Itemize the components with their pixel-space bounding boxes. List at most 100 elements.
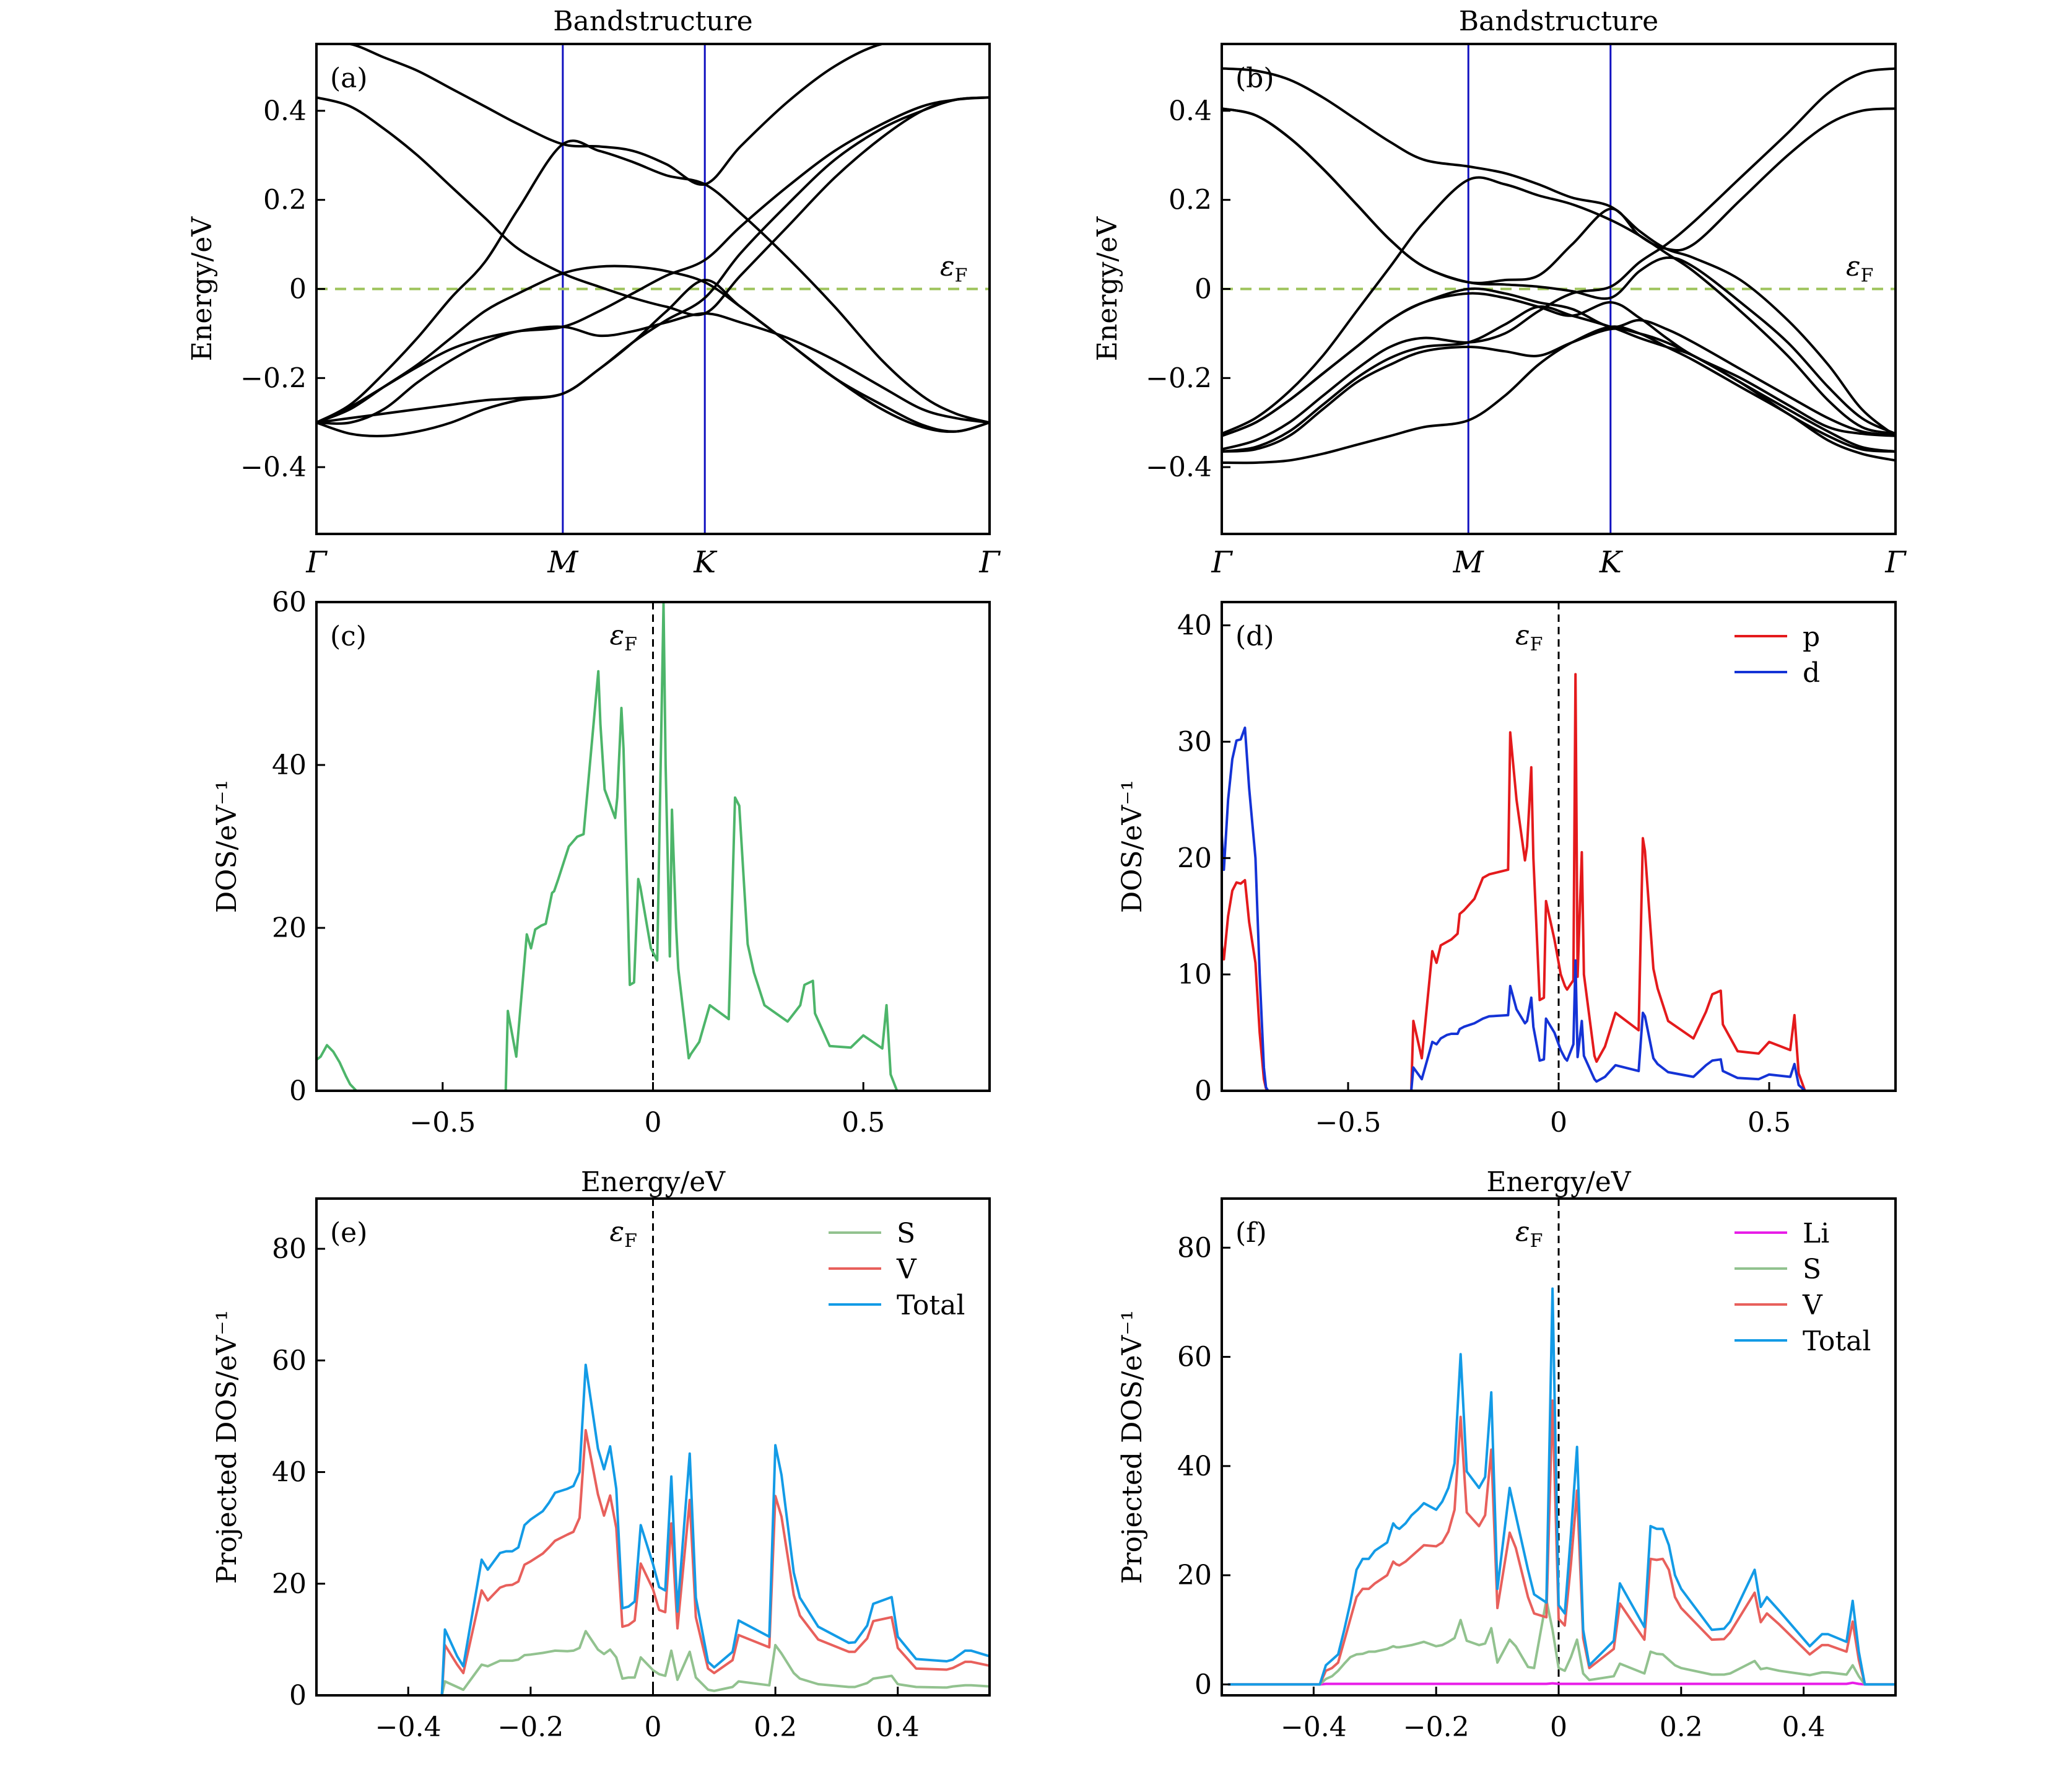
band-line-band-2 [1222, 327, 1896, 453]
x-tick-label: 0 [645, 1107, 662, 1138]
x-tick-label: 0 [1550, 1711, 1567, 1743]
y-tick-label: 0 [1195, 274, 1212, 305]
y-tick-label: 0 [289, 1075, 307, 1107]
y-axis-label: DOS/eV⁻¹ [1117, 780, 1148, 913]
chart-title: Bandstructure [553, 6, 752, 37]
legend-label-v: V [1802, 1290, 1823, 1321]
band-line-band-4 [316, 139, 990, 424]
x-tick-label: 0.2 [1660, 1711, 1703, 1743]
band-line-band-7 [316, 96, 990, 424]
y-tick-label: 10 [1177, 959, 1212, 990]
fermi-label-sub: F [955, 265, 968, 287]
y-tick-label: 20 [272, 912, 307, 944]
y-tick-label: 40 [272, 749, 307, 781]
series-line-v [1227, 1399, 1896, 1686]
panel-e: (e) 0 20 40 60 80 Projected DOS/eV⁻¹ −0.4 −0.2 0 0… [211, 1197, 991, 1774]
plot-frame [315, 43, 991, 535]
band-line-band-1 [316, 279, 990, 437]
band-line-band-9 [1222, 67, 1896, 437]
series-line-dos [316, 602, 990, 1091]
x-tick-label: 0.5 [842, 1107, 885, 1138]
fermi-label: εF [1515, 619, 1543, 655]
kpoint-label: Γ [1884, 545, 1907, 580]
x-tick-label: −0.2 [497, 1711, 564, 1743]
y-tick-label: 0.2 [263, 185, 307, 216]
kpoint-label: K [693, 545, 718, 580]
x-tick-label: 0 [645, 1711, 662, 1743]
legend-label-li: Li [1803, 1218, 1829, 1249]
x-tick-label: 0.5 [1748, 1107, 1791, 1138]
band-line-band-10 [1222, 67, 1896, 451]
x-tick-label: 0.4 [876, 1711, 920, 1743]
plot-area [316, 1199, 990, 1695]
series-line-total [1227, 1287, 1896, 1686]
x-tick-label: −0.5 [1315, 1107, 1382, 1138]
band-line-band-6 [316, 44, 990, 186]
fermi-label: εF [610, 619, 637, 655]
kpoint-label: Γ [1211, 545, 1233, 580]
y-tick-label: 40 [1177, 1451, 1212, 1482]
legend-label-total: Total [897, 1290, 965, 1321]
x-axis-label: Energy/eV [1486, 1166, 1631, 1198]
panel-tag: (f) [1235, 1217, 1267, 1249]
plot-frame [1221, 601, 1897, 1092]
fermi-label: εF [1515, 1216, 1543, 1252]
x-tick-label: −0.5 [409, 1107, 476, 1138]
y-tick-label: 0.2 [1169, 185, 1212, 216]
band-line-band-8 [316, 96, 990, 424]
series-line-s [316, 1630, 990, 1695]
panel-tag: (e) [330, 1217, 367, 1249]
band-line-band-3 [316, 264, 990, 433]
x-axis-label: Energy/eV [1486, 1771, 1631, 1774]
y-tick-label: −0.2 [1146, 362, 1212, 394]
plot-area [1222, 602, 1896, 1091]
plot-frame [1221, 1197, 1897, 1697]
panel-b: Bandstructure (b) −0.4 −0.2 0 0.2 0.4 Energy/eV… [1092, 6, 1907, 580]
x-tick-label: −0.4 [375, 1711, 442, 1743]
y-tick-label: 40 [272, 1457, 307, 1488]
y-tick-label: 20 [1177, 1560, 1212, 1591]
panel-f: (f) 0 20 40 60 80 Projected DOS/eV⁻¹ −0.4 −0.2 0 0… [1117, 1197, 1897, 1774]
y-tick-label: −0.4 [1146, 452, 1212, 483]
x-tick-label: 0 [1550, 1107, 1567, 1138]
panel-c: (c) 0 20 40 60 DOS/eV⁻¹ −0.5 0 0.5 Energy/eV εF [211, 587, 991, 1198]
plot-frame [1221, 43, 1897, 535]
y-axis-label: Projected DOS/eV⁻¹ [1117, 1310, 1148, 1584]
panel-tag: (a) [330, 63, 368, 94]
series-line-d [1222, 726, 1896, 1091]
chart-title: Bandstructure [1459, 6, 1658, 37]
plot-frame [315, 601, 991, 1092]
legend: SV Total [829, 1218, 965, 1321]
y-tick-label: 0 [289, 1680, 307, 1711]
x-tick-label: 0.4 [1782, 1711, 1826, 1743]
y-tick-label: 0 [1195, 1075, 1212, 1107]
y-tick-label: 0.4 [263, 95, 307, 127]
fermi-label: εF [610, 1216, 637, 1252]
legend-label-s: S [897, 1218, 915, 1249]
kpoint-label: M [1453, 545, 1485, 580]
plot-frame [315, 1197, 991, 1697]
x-tick-label: −0.2 [1403, 1711, 1469, 1743]
panel-a: Bandstructure (a) −0.4 −0.2 0 0.2 0.4 Energy/eV… [186, 6, 1001, 580]
panel-tag: (b) [1235, 63, 1274, 94]
band-line-band-5 [1222, 287, 1896, 437]
y-tick-label: 20 [272, 1568, 307, 1600]
legend-label-d: d [1803, 657, 1820, 689]
y-axis-label: Energy/eV [1092, 216, 1123, 361]
x-axis-label: Energy/eV [581, 1771, 726, 1774]
y-tick-label: 80 [1177, 1232, 1212, 1264]
plot-area [316, 44, 990, 534]
fermi-label: εF [1846, 251, 1873, 287]
fermi-label-sub: F [1861, 265, 1874, 287]
panel-d: (d) 0 10 20 30 40 DOS/eV⁻¹ −0.5 0 0.5 Energy/eV εF p… [1117, 601, 1897, 1198]
kpoint-label: Γ [978, 545, 1001, 580]
y-axis-label: Projected DOS/eV⁻¹ [211, 1310, 243, 1584]
kpoint-label: Γ [305, 545, 328, 580]
y-tick-label: 0.4 [1169, 95, 1212, 127]
band-line-band-5 [316, 96, 990, 317]
y-tick-label: 0 [1195, 1669, 1212, 1700]
x-tick-label: 0.2 [754, 1711, 797, 1743]
legend: pd [1735, 621, 1820, 689]
y-tick-label: 20 [1177, 842, 1212, 874]
plot-area [316, 602, 990, 1091]
